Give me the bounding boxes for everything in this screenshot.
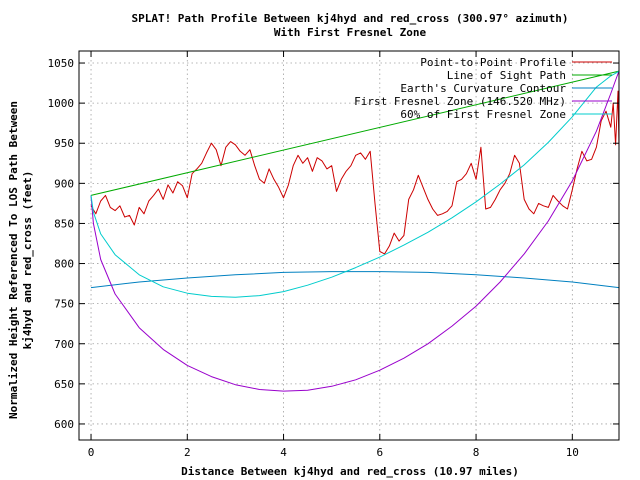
series-layer (90, 70, 620, 392)
x-tick-label: 4 (280, 446, 287, 459)
legend-label: Point-to-Point Profile (420, 56, 566, 69)
series-line-point-to-point-profile (90, 90, 620, 255)
y-tick-label: 800 (54, 258, 74, 271)
y-tick-label: 900 (54, 177, 74, 190)
x-axis-label: Distance Between kj4hyd and red_cross (1… (181, 465, 519, 478)
x-tick-label: 10 (566, 446, 579, 459)
y-tick-label: 950 (54, 137, 74, 150)
y-tick-label: 750 (54, 298, 74, 311)
chart-subtitle: With First Fresnel Zone (274, 26, 427, 39)
x-tick-label: 2 (184, 446, 191, 459)
y-tick-label: 850 (54, 217, 74, 230)
y-tick-label: 1050 (48, 57, 75, 70)
x-tick-label: 0 (88, 446, 95, 459)
series-line-60-of-first-fresnel-zone (90, 70, 620, 298)
y-tick-label: 700 (54, 338, 74, 351)
series-line-first-fresnel-zone-146-520-mhz (90, 70, 620, 392)
y-tick-label: 650 (54, 378, 74, 391)
series-line-earth-s-curvature-contour (90, 271, 620, 289)
chart-title: SPLAT! Path Profile Between kj4hyd and r… (131, 12, 568, 25)
plot-frame (78, 50, 620, 441)
series-line-line-of-sight-path (90, 70, 620, 196)
y-axis-label-line1: Normalized Height Referenced To LOS Path… (7, 101, 20, 419)
y-tick-label: 600 (54, 418, 74, 431)
x-tick-label: 8 (473, 446, 480, 459)
y-axis-label-line2: kj4hyd and red_cross (feet) (21, 171, 34, 350)
grid (79, 51, 619, 440)
legend-label: Earth's Curvature Contour (400, 82, 566, 95)
x-tick-label: 6 (376, 446, 383, 459)
axis-ticks: 600 650 700 750 800 850 900 950 1000 1050 0 2 4 6 8 10 (48, 51, 619, 459)
y-tick-label: 1000 (48, 97, 75, 110)
legend-label: First Fresnel Zone (146.520 MHz) (354, 95, 566, 108)
legend-label: 60% of First Fresnel Zone (400, 108, 566, 121)
legend-label: Line of Sight Path (447, 69, 566, 82)
